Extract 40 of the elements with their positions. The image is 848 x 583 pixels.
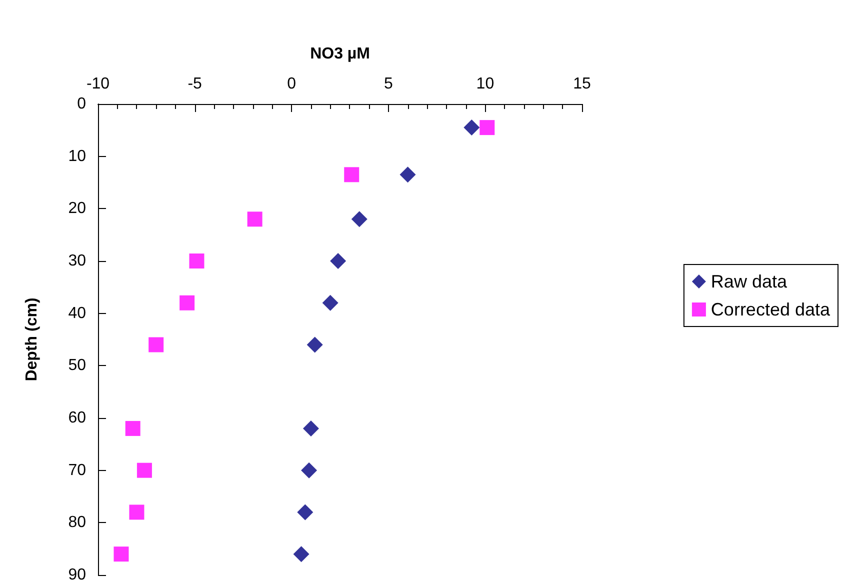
- y-tick-label: 50: [68, 357, 86, 374]
- point: [351, 211, 368, 228]
- point: [136, 462, 152, 478]
- point: [148, 337, 164, 352]
- x-tick-label: 0: [287, 76, 296, 92]
- point: [400, 166, 416, 183]
- point: [464, 120, 480, 136]
- x-tick-label: 10: [476, 76, 494, 92]
- point: [297, 504, 314, 520]
- y-tick-label: 40: [68, 304, 86, 322]
- point: [293, 546, 310, 562]
- y-tick-label: 90: [68, 566, 86, 583]
- point: [114, 546, 129, 562]
- point: [306, 336, 323, 353]
- point: [247, 212, 262, 227]
- legend-label: Corrected data: [710, 300, 831, 320]
- point: [322, 294, 338, 311]
- y-tick-label: 60: [68, 410, 86, 426]
- point: [125, 420, 140, 436]
- point: [189, 254, 204, 268]
- y-tick-label: 80: [68, 514, 86, 532]
- x-axis-title: NO3 µM: [310, 46, 370, 62]
- point: [480, 120, 495, 136]
- point: [129, 504, 144, 520]
- y-tick-label: 20: [68, 200, 86, 218]
- x-tick-label: 15: [573, 76, 591, 92]
- y-tick-label: 10: [68, 148, 86, 165]
- x-tick-label: 5: [384, 76, 393, 92]
- x-tick-label: -5: [188, 76, 202, 92]
- x-tick-label: -10: [86, 76, 110, 92]
- point: [180, 295, 195, 310]
- point: [330, 253, 346, 269]
- point: [301, 462, 318, 478]
- y-axis-title: Depth (cm): [24, 298, 40, 382]
- y-tick-label: 0: [77, 96, 86, 112]
- point: [302, 420, 319, 436]
- y-tick-label: 70: [68, 462, 86, 479]
- point: [344, 167, 360, 182]
- legend-label: Raw data: [710, 272, 788, 292]
- y-tick-label: 30: [68, 252, 86, 270]
